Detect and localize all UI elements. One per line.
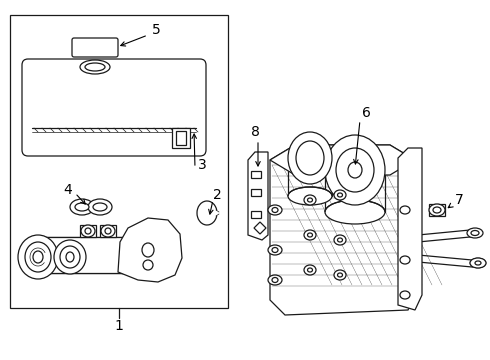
Ellipse shape	[93, 203, 107, 211]
Ellipse shape	[433, 207, 441, 213]
Ellipse shape	[348, 162, 362, 178]
Bar	[176, 131, 186, 145]
Ellipse shape	[475, 261, 481, 265]
Ellipse shape	[467, 228, 483, 238]
Polygon shape	[254, 222, 266, 234]
Ellipse shape	[272, 248, 278, 252]
Ellipse shape	[400, 291, 410, 299]
Ellipse shape	[70, 199, 94, 215]
Bar	[429, 204, 445, 216]
Ellipse shape	[400, 206, 410, 214]
Ellipse shape	[336, 148, 374, 192]
Bar	[44, 237, 129, 273]
Ellipse shape	[105, 228, 111, 234]
Text: 3: 3	[198, 158, 207, 172]
Ellipse shape	[304, 195, 316, 205]
Ellipse shape	[143, 260, 153, 270]
Bar	[80, 225, 96, 237]
Ellipse shape	[85, 228, 91, 234]
Ellipse shape	[334, 190, 346, 200]
Ellipse shape	[304, 265, 316, 275]
Bar	[251, 211, 261, 218]
Ellipse shape	[18, 235, 58, 279]
Ellipse shape	[400, 256, 410, 264]
Polygon shape	[270, 145, 418, 315]
Ellipse shape	[66, 252, 74, 262]
FancyBboxPatch shape	[72, 38, 118, 57]
Ellipse shape	[334, 270, 346, 280]
Ellipse shape	[80, 60, 110, 74]
Ellipse shape	[272, 207, 278, 212]
Text: 1: 1	[115, 319, 123, 333]
Ellipse shape	[268, 275, 282, 285]
Polygon shape	[270, 145, 415, 175]
Ellipse shape	[272, 278, 278, 283]
Ellipse shape	[470, 258, 486, 268]
Ellipse shape	[325, 135, 385, 205]
Ellipse shape	[338, 273, 343, 277]
Ellipse shape	[142, 243, 154, 257]
Ellipse shape	[338, 193, 343, 197]
Ellipse shape	[268, 205, 282, 215]
Text: 7: 7	[455, 193, 464, 207]
Ellipse shape	[338, 238, 343, 242]
Bar	[172, 128, 190, 148]
FancyBboxPatch shape	[22, 59, 206, 156]
Text: 5: 5	[152, 23, 161, 37]
Ellipse shape	[60, 246, 80, 268]
Polygon shape	[248, 152, 268, 240]
Ellipse shape	[308, 268, 313, 272]
Ellipse shape	[81, 225, 95, 237]
Ellipse shape	[471, 230, 479, 235]
Ellipse shape	[268, 245, 282, 255]
Ellipse shape	[33, 251, 43, 263]
Ellipse shape	[101, 225, 115, 237]
Ellipse shape	[288, 132, 332, 184]
Bar	[251, 171, 261, 178]
Polygon shape	[398, 148, 422, 310]
Text: 4: 4	[64, 183, 73, 197]
Text: 8: 8	[250, 125, 259, 139]
Ellipse shape	[334, 235, 346, 245]
Polygon shape	[118, 218, 182, 282]
Ellipse shape	[308, 198, 313, 202]
Ellipse shape	[25, 242, 51, 272]
Ellipse shape	[88, 199, 112, 215]
Bar	[251, 189, 261, 196]
Ellipse shape	[85, 63, 105, 71]
Ellipse shape	[308, 233, 313, 237]
Bar	[10, 15, 228, 308]
Text: 2: 2	[213, 188, 222, 202]
Text: 6: 6	[362, 106, 371, 120]
Bar	[100, 225, 116, 237]
Ellipse shape	[54, 240, 86, 274]
Ellipse shape	[304, 230, 316, 240]
Ellipse shape	[429, 204, 445, 216]
Ellipse shape	[325, 200, 385, 224]
Ellipse shape	[288, 187, 332, 205]
Ellipse shape	[75, 203, 89, 211]
Ellipse shape	[296, 141, 324, 175]
